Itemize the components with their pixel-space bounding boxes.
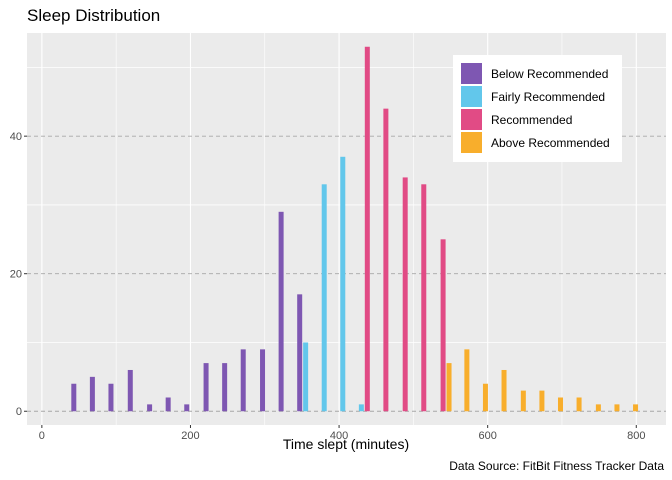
bar	[440, 239, 446, 412]
bar	[340, 156, 346, 412]
bar	[165, 397, 171, 412]
bar	[297, 294, 303, 412]
bar	[303, 342, 309, 412]
bar	[539, 390, 545, 412]
bar	[222, 363, 228, 412]
bar	[321, 184, 327, 412]
bar	[464, 349, 470, 412]
x-axis-ticks: 0 200 400 600 800	[39, 425, 645, 442]
bar	[358, 404, 364, 412]
bar	[614, 404, 620, 412]
bar	[633, 404, 639, 412]
bar	[557, 397, 563, 412]
bar	[520, 390, 526, 412]
legend-key	[461, 63, 482, 84]
x-axis-label: Time slept (minutes)	[283, 436, 409, 452]
bar	[184, 404, 190, 412]
bars	[71, 46, 639, 412]
bar	[203, 363, 209, 412]
x-tick-label: 0	[39, 430, 45, 442]
legend: Below Recommended Fairly Recommended Recom…	[453, 55, 622, 162]
bar	[89, 376, 95, 412]
x-tick-label: 200	[181, 430, 199, 442]
legend-key	[461, 109, 482, 130]
y-tick-label: 20	[10, 269, 22, 281]
legend-label: Above Recommended	[491, 136, 610, 150]
x-tick-label: 600	[478, 430, 496, 442]
bar	[595, 404, 601, 412]
y-tick-label: 40	[10, 131, 22, 143]
legend-key	[461, 86, 482, 107]
bar	[364, 46, 370, 412]
bar	[383, 108, 389, 412]
chart-title: Sleep Distribution	[27, 6, 161, 25]
legend-key	[461, 132, 482, 153]
bar	[147, 404, 153, 412]
bar	[421, 184, 427, 412]
y-tick-label: 0	[16, 406, 22, 418]
bar	[108, 383, 114, 412]
bar	[260, 349, 266, 412]
data-source-caption: Data Source: FitBit Fitness Tracker Data	[449, 459, 664, 473]
bar	[240, 349, 246, 412]
x-tick-label: 800	[627, 430, 645, 442]
bar	[127, 369, 133, 412]
bar	[501, 369, 507, 412]
legend-label: Fairly Recommended	[491, 90, 605, 104]
bar	[402, 177, 408, 412]
bar	[446, 363, 452, 412]
bar	[71, 383, 77, 412]
bar	[278, 211, 284, 412]
x-tick-label: 400	[330, 430, 348, 442]
bar	[482, 383, 488, 412]
bar	[576, 397, 582, 412]
legend-label: Recommended	[491, 113, 572, 127]
y-axis-ticks: 0 20 40	[10, 131, 27, 418]
legend-label: Below Recommended	[491, 67, 608, 81]
